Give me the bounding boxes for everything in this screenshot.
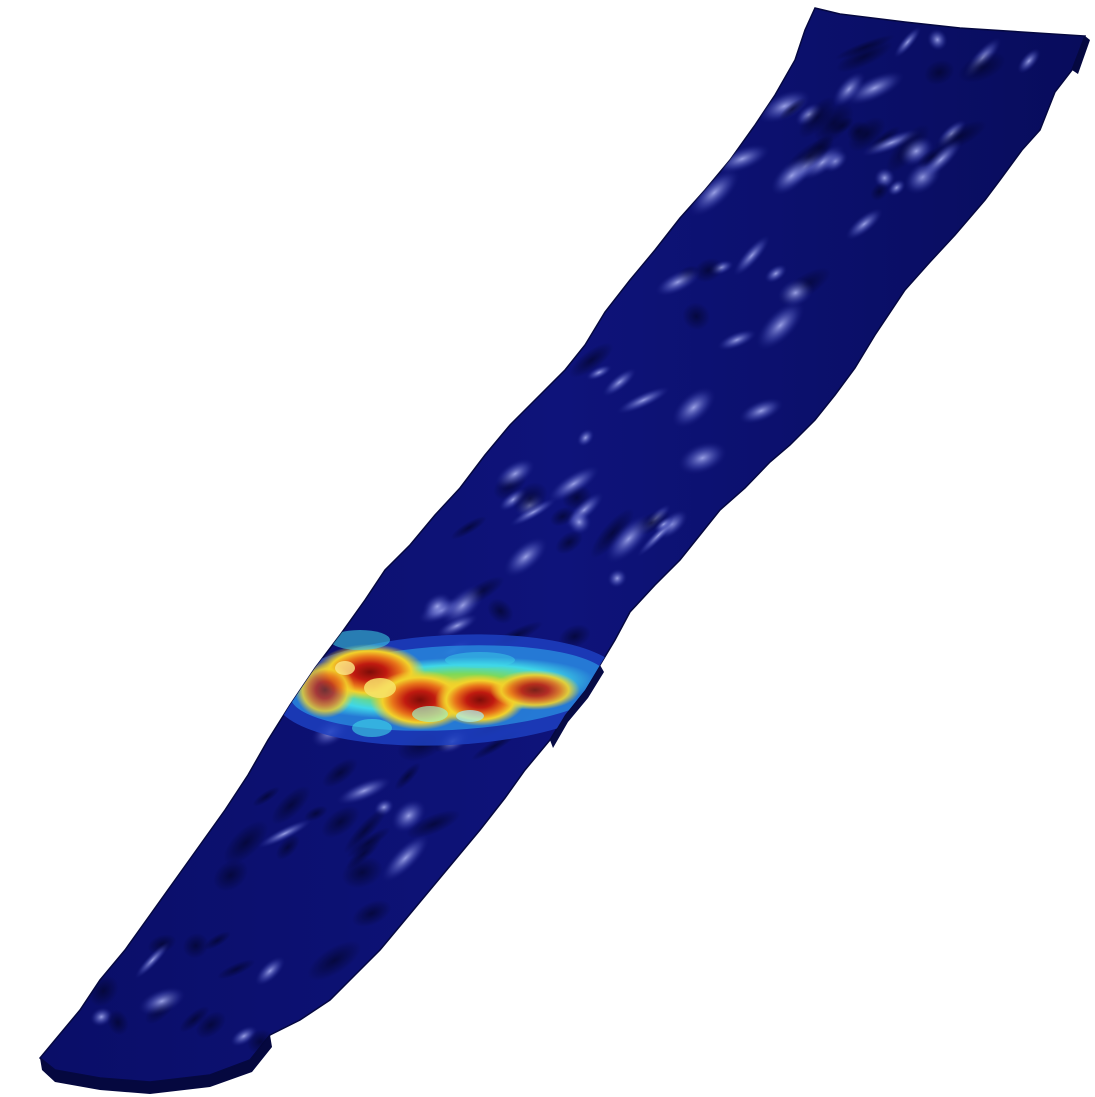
surface-shadow: [275, 834, 300, 860]
surface-highlight: [832, 71, 866, 107]
surface-highlight: [567, 509, 592, 535]
surface-highlight: [381, 834, 430, 882]
surface-highlight: [90, 1007, 113, 1027]
surface-highlight: [230, 1025, 258, 1047]
surface-shadow: [682, 302, 711, 331]
surface-highlight: [845, 208, 883, 240]
surface-shadow: [512, 482, 548, 515]
surface-shadow: [343, 806, 388, 854]
surface-highlight: [503, 536, 548, 577]
surface-shadow: [487, 598, 514, 624]
stress-concentration-band: [275, 630, 625, 746]
surface-highlight: [678, 441, 727, 475]
surface-highlight: [927, 28, 948, 51]
surface-shadow: [394, 762, 421, 790]
surface-highlight: [607, 568, 628, 588]
surface-shadow: [450, 516, 487, 540]
surface-highlight: [547, 465, 600, 503]
surface-highlight: [436, 613, 478, 638]
surface-shadow: [195, 1011, 227, 1039]
surface-highlight: [605, 514, 652, 564]
surface-shadow: [406, 810, 461, 839]
surface-shadow: [107, 1009, 129, 1036]
surface-highlight: [441, 584, 485, 626]
surface-shadow: [569, 342, 614, 378]
surface-highlight: [422, 592, 453, 621]
surface-shadow: [813, 102, 854, 144]
surface-highlight: [714, 144, 770, 174]
surface-highlight: [733, 235, 770, 276]
surface-highlight: [717, 329, 757, 351]
surface-highlight: [671, 386, 716, 429]
surface-highlight: [254, 956, 286, 986]
surface-shadow: [693, 258, 724, 283]
surface-highlight: [845, 71, 904, 106]
surface-shadow: [213, 859, 249, 892]
surface-shadow: [307, 940, 362, 981]
surface-shadow: [346, 827, 391, 858]
surface-highlight: [655, 268, 701, 297]
surface-shadow: [217, 959, 256, 980]
surface-highlight: [586, 364, 612, 381]
surface-shadow: [203, 931, 231, 950]
surface-highlight: [777, 278, 814, 308]
surface-shadow: [957, 52, 1006, 83]
surface-highlight: [138, 987, 186, 1016]
surface-shadow: [924, 59, 955, 85]
surface-highlight: [764, 264, 788, 284]
surface-shadow: [179, 1006, 210, 1033]
surface-highlight: [757, 89, 811, 124]
surface-highlight: [653, 516, 674, 533]
surface-highlight: [919, 139, 963, 180]
surface-shadow: [352, 900, 392, 927]
surface-shadow: [223, 820, 269, 865]
surface-shadow: [558, 624, 591, 649]
surface-shadow: [870, 182, 889, 201]
surface-shadow: [590, 508, 635, 559]
strip-bottom-edge: [40, 1035, 272, 1094]
surface-shadow: [321, 805, 360, 839]
surface-highlight: [688, 168, 740, 217]
surface-shadow: [271, 785, 311, 825]
surface-highlight: [134, 941, 170, 979]
surface-highlight: [738, 397, 784, 424]
surface-shadow: [322, 758, 358, 788]
strip-side-edge: [550, 665, 604, 748]
surface-shadow: [835, 40, 893, 73]
surface-highlight: [336, 776, 392, 805]
surface-shadow: [830, 117, 854, 135]
surface-shadow: [798, 96, 837, 139]
surface-highlight: [576, 428, 595, 447]
surface-shadow: [848, 117, 886, 152]
surface-shadow: [555, 530, 583, 555]
surface-highlight: [887, 179, 906, 197]
surface-highlight: [616, 386, 671, 414]
surface-shadow: [341, 856, 383, 889]
surface-highlight: [770, 156, 813, 196]
surface-shadow: [304, 805, 328, 822]
surface-shadow: [182, 933, 209, 959]
surface-highlight: [257, 819, 312, 849]
surface-shadow: [252, 786, 281, 807]
surface-shadow: [778, 97, 807, 121]
strip-top-edge: [1072, 36, 1090, 74]
surface-highlight: [894, 26, 922, 58]
surface-shadow: [147, 934, 177, 954]
surface-highlight: [1017, 48, 1041, 74]
surface-highlight: [495, 458, 535, 490]
surface-highlight: [756, 300, 805, 350]
surface-highlight: [602, 368, 637, 397]
